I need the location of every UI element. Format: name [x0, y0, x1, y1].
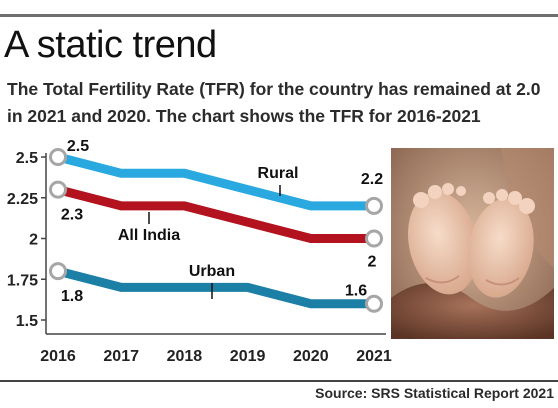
x-tick-label: 2020: [293, 348, 329, 365]
data-label-end: 2.2: [361, 171, 383, 188]
series-name-label: Rural: [258, 165, 299, 182]
x-tick-label: 2019: [230, 348, 266, 365]
x-tick-label: 2017: [103, 348, 139, 365]
data-label-start: 2.3: [61, 207, 83, 224]
data-point-marker: [365, 196, 383, 215]
data-label-start: 2.5: [67, 138, 89, 155]
data-point-marker: [49, 262, 67, 281]
x-tick-label: 2018: [167, 348, 203, 365]
data-label-end: 1.6: [345, 283, 367, 300]
y-tick-label: 1.5: [16, 313, 38, 330]
x-tick-label: 2021: [356, 348, 392, 365]
series-line-all-india: [56, 185, 374, 243]
data-label-start: 1.8: [61, 288, 83, 305]
x-tick-label: 2016: [40, 348, 76, 365]
y-tick-label: 2.25: [7, 191, 38, 208]
source-note: Source: SRS Statistical Report 2021: [315, 385, 554, 401]
tfr-line-chart: 2.5 2.25 2 1.75 1.5 2016 2017 2018 2019 2020 2021 R…: [7, 138, 392, 365]
bottom-rule: [0, 380, 558, 382]
data-point-marker: [365, 229, 383, 248]
baby-feet-photo: [391, 148, 554, 339]
data-point-marker: [49, 148, 67, 166]
y-tick-label: 2: [29, 232, 38, 249]
chart-subtitle: The Total Fertility Rate (TFR) for the c…: [7, 79, 541, 126]
data-label-end: 2: [368, 254, 377, 271]
series-line-rural: [56, 152, 374, 211]
series-line-urban: [56, 266, 374, 309]
series-name-label: All India: [118, 227, 180, 244]
y-tick-label: 2.5: [16, 150, 38, 167]
y-tick-label: 1.75: [7, 272, 38, 289]
top-rule: [0, 14, 558, 17]
data-point-marker: [365, 294, 383, 313]
page-title: A static trend: [4, 24, 217, 66]
data-point-marker: [49, 180, 67, 199]
series-name-label: Urban: [189, 263, 235, 280]
